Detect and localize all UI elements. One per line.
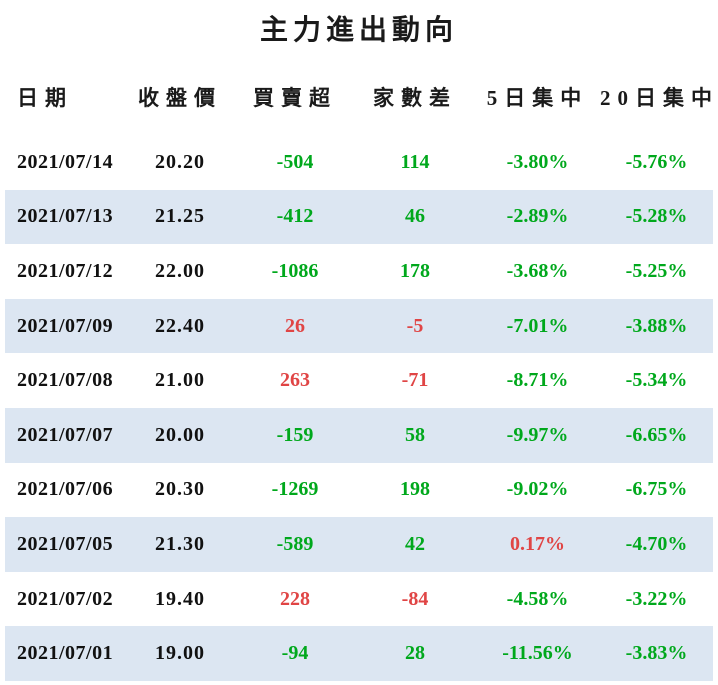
table-body: 2021/07/14 20.20 -504 114 -3.80% -5.76% …	[0, 135, 718, 681]
page-title: 主力進出動向	[259, 15, 458, 46]
cell-20day-concentration: -6.65%	[625, 423, 688, 446]
cell-net-buy-sell: -1269	[271, 478, 319, 501]
cell-20day-concentration: -3.88%	[625, 314, 688, 337]
cell-broker-count-diff: 28	[405, 642, 425, 665]
cell-close-price: 21.25	[155, 205, 205, 228]
cell-5day-concentration: -3.80%	[506, 150, 569, 173]
table-row: 2021/07/09 22.40 26 -5 -7.01% -3.88%	[5, 298, 713, 354]
cell-net-buy-sell: -159	[276, 423, 314, 446]
cell-net-buy-sell: 26	[285, 314, 305, 337]
table-row: 2021/07/05 21.30 -589 42 0.17% -4.70%	[5, 517, 713, 572]
cell-5day-concentration: -9.97%	[506, 423, 569, 446]
cell-20day-concentration: -4.70%	[625, 532, 688, 555]
cell-broker-count-diff: -5	[406, 314, 424, 337]
cell-net-buy-sell: -94	[281, 642, 309, 665]
cell-5day-concentration: -8.71%	[506, 369, 569, 392]
table-header: 日期 收盤價 買賣超 家數差 5日集中 20日集中	[5, 58, 713, 135]
column-header-broker-count-diff: 家數差	[373, 85, 457, 110]
cell-broker-count-diff: -71	[401, 369, 429, 392]
cell-net-buy-sell: -504	[276, 150, 314, 173]
column-header-close-price: 收盤價	[138, 85, 222, 110]
cell-5day-concentration: -9.02%	[506, 478, 569, 501]
cell-close-price: 22.40	[155, 314, 205, 337]
cell-broker-count-diff: 114	[400, 150, 430, 173]
cell-net-buy-sell: -589	[276, 532, 314, 555]
cell-close-price: 20.30	[155, 478, 205, 501]
cell-5day-concentration: -4.58%	[506, 587, 569, 610]
cell-date: 2021/07/13	[17, 205, 114, 228]
column-header-20day-concentration: 20日集中	[600, 85, 718, 110]
cell-net-buy-sell: -1086	[271, 259, 319, 282]
table-row: 2021/07/07 20.00 -159 58 -9.97% -6.65%	[5, 407, 713, 463]
cell-date: 2021/07/09	[17, 314, 114, 337]
cell-date: 2021/07/14	[17, 150, 114, 173]
table-row: 2021/07/13 21.25 -412 46 -2.89% -5.28%	[5, 189, 713, 245]
cell-20day-concentration: -5.25%	[625, 259, 688, 282]
cell-5day-concentration: -11.56%	[502, 642, 573, 665]
table-row: 2021/07/14 20.20 -504 114 -3.80% -5.76%	[5, 135, 713, 190]
cell-close-price: 21.00	[155, 369, 205, 392]
cell-20day-concentration: -5.76%	[625, 150, 688, 173]
cell-20day-concentration: -5.28%	[625, 205, 688, 228]
table-row: 2021/07/12 22.00 -1086 178 -3.68% -5.25%	[5, 244, 713, 299]
cell-date: 2021/07/12	[17, 259, 114, 282]
cell-5day-concentration: -3.68%	[506, 259, 569, 282]
cell-20day-concentration: -5.34%	[625, 369, 688, 392]
cell-5day-concentration: 0.17%	[510, 532, 565, 555]
table-row: 2021/07/08 21.00 263 -71 -8.71% -5.34%	[5, 353, 713, 408]
cell-20day-concentration: -3.22%	[625, 587, 688, 610]
cell-date: 2021/07/02	[17, 587, 114, 610]
cell-date: 2021/07/07	[17, 423, 114, 446]
cell-date: 2021/07/08	[17, 369, 114, 392]
column-header-5day-concentration: 5日集中	[486, 85, 589, 110]
cell-broker-count-diff: 58	[405, 423, 425, 446]
cell-broker-count-diff: 42	[405, 532, 425, 555]
cell-broker-count-diff: -84	[401, 587, 429, 610]
cell-date: 2021/07/01	[17, 642, 114, 665]
table-row: 2021/07/01 19.00 -94 28 -11.56% -3.83%	[5, 626, 713, 681]
cell-close-price: 21.30	[155, 532, 205, 555]
table-row: 2021/07/06 20.30 -1269 198 -9.02% -6.75%	[5, 463, 713, 518]
cell-close-price: 22.00	[155, 259, 205, 282]
cell-net-buy-sell: 228	[280, 587, 310, 610]
column-header-net-buy-sell: 買賣超	[253, 85, 337, 110]
cell-20day-concentration: -3.83%	[625, 642, 688, 665]
cell-broker-count-diff: 178	[400, 259, 430, 282]
cell-date: 2021/07/05	[17, 532, 114, 555]
cell-broker-count-diff: 46	[405, 205, 425, 228]
cell-close-price: 19.40	[155, 587, 205, 610]
table-row: 2021/07/02 19.40 228 -84 -4.58% -3.22%	[5, 572, 713, 627]
cell-5day-concentration: -2.89%	[506, 205, 569, 228]
cell-5day-concentration: -7.01%	[506, 314, 569, 337]
cell-net-buy-sell: 263	[280, 369, 310, 392]
cell-20day-concentration: -6.75%	[625, 478, 688, 501]
cell-broker-count-diff: 198	[400, 478, 430, 501]
cell-close-price: 19.00	[155, 642, 205, 665]
column-header-date: 日期	[17, 85, 73, 110]
cell-date: 2021/07/06	[17, 478, 114, 501]
cell-net-buy-sell: -412	[276, 205, 314, 228]
cell-close-price: 20.20	[155, 150, 205, 173]
cell-close-price: 20.00	[155, 423, 205, 446]
